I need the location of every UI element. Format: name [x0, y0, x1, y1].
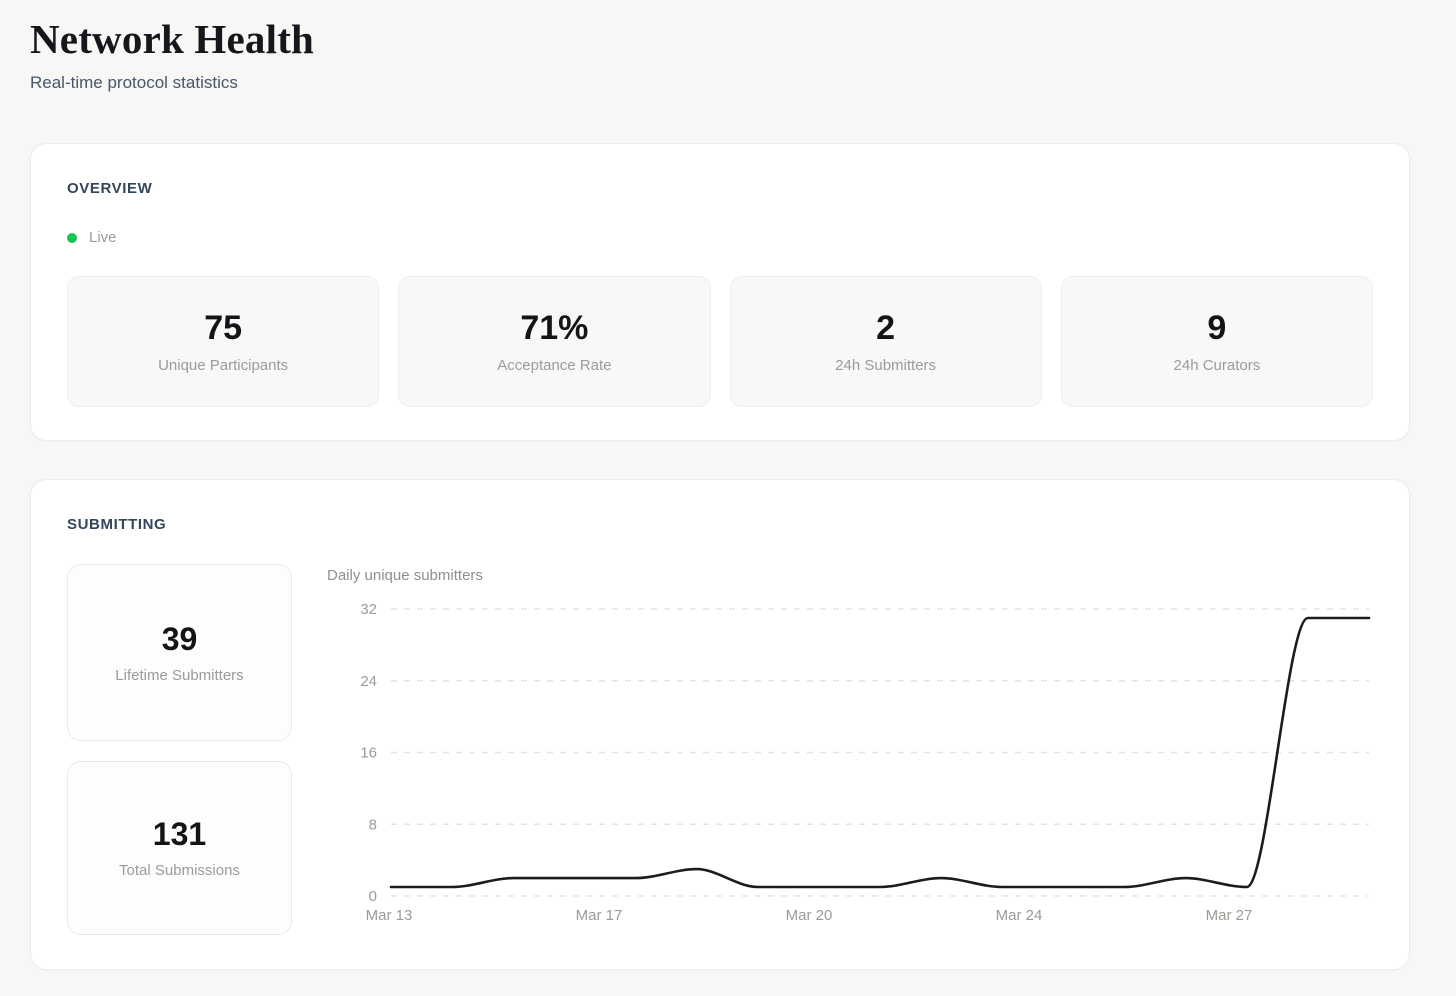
stat-24h-curators: 9 24h Curators — [1060, 276, 1373, 407]
stat-label: Total Submissions — [119, 862, 240, 879]
overview-card: OVERVIEW Live 75 Unique Participants 71%… — [30, 143, 1410, 441]
stat-lifetime-submitters: 39 Lifetime Submitters — [67, 564, 292, 741]
x-axis-tick-label: Mar 24 — [996, 907, 1043, 924]
overview-stats-row: 75 Unique Participants 71% Acceptance Ra… — [67, 276, 1373, 407]
stat-value: 75 — [204, 308, 243, 347]
live-status-dot-icon — [67, 233, 77, 243]
submitting-content: 39 Lifetime Submitters 131 Total Submiss… — [67, 564, 1373, 935]
stat-24h-submitters: 2 24h Submitters — [729, 276, 1042, 407]
submitting-card: SUBMITTING 39 Lifetime Submitters 131 To… — [30, 479, 1410, 970]
submitting-stats-column: 39 Lifetime Submitters 131 Total Submiss… — [67, 564, 292, 935]
y-axis-tick-label: 0 — [369, 888, 377, 905]
stat-value: 9 — [1207, 308, 1227, 347]
chart-title: Daily unique submitters — [327, 567, 483, 584]
live-status: Live — [67, 228, 1373, 248]
stat-unique-participants: 75 Unique Participants — [67, 276, 380, 407]
page-subtitle: Real-time protocol statistics — [30, 73, 238, 92]
stat-label: Lifetime Submitters — [115, 666, 244, 684]
submitting-section-label: SUBMITTING — [67, 516, 167, 533]
daily-submitters-series-line — [389, 616, 1371, 889]
stat-value: 2 — [876, 308, 896, 347]
x-axis-tick-label: Mar 17 — [576, 907, 623, 924]
stat-label: 24h Submitters — [835, 356, 937, 374]
y-axis-tick-label: 32 — [360, 601, 377, 618]
overview-section-label: OVERVIEW — [67, 180, 153, 197]
stat-total-submissions: 131 Total Submissions — [67, 761, 292, 935]
live-status-label: Live — [89, 229, 117, 246]
y-axis-tick-label: 16 — [360, 745, 377, 762]
x-axis-tick-label: Mar 13 — [366, 907, 413, 924]
stat-acceptance-rate: 71% Acceptance Rate — [398, 276, 711, 407]
y-axis-tick-label: 24 — [360, 673, 377, 690]
y-axis-tick-label: 8 — [369, 816, 377, 833]
page-header: Network Health Real-time protocol statis… — [30, 16, 1410, 95]
stat-label: 24h Curators — [1173, 356, 1261, 374]
stat-value: 71% — [520, 308, 589, 347]
page-title: Network Health — [30, 16, 315, 62]
daily-submitters-line-chart: 0 8 16 24 32 Mar 13 Mar 17 Mar 20 Mar 24 Mar 27 — [360, 601, 1371, 924]
stat-label: Unique Participants — [158, 356, 289, 374]
x-axis-tick-label: Mar 27 — [1206, 907, 1253, 924]
x-axis-tick-label: Mar 20 — [786, 907, 833, 924]
daily-submitters-chart-area: Daily unique submitters 0 8 16 24 32 Mar 13 Ma… — [327, 564, 1377, 935]
stat-value: 39 — [161, 620, 198, 657]
stat-label: Acceptance Rate — [497, 356, 612, 374]
stat-value: 131 — [152, 816, 207, 852]
